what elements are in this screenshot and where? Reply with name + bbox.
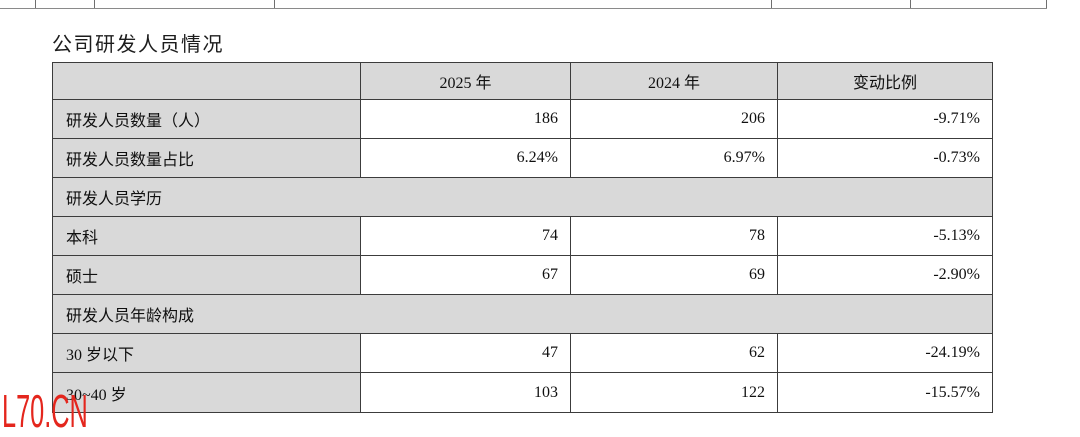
header-blank-cell xyxy=(52,62,361,100)
header-change-cell: 变动比例 xyxy=(777,62,993,100)
value-2024-cell: 78 xyxy=(570,216,778,256)
section-header-cell: 研发人员年龄构成 xyxy=(52,294,993,334)
value-2024-cell: 69 xyxy=(570,255,778,295)
change-ratio-cell: -24.19% xyxy=(777,333,993,373)
value-2025-cell: 6.24% xyxy=(360,138,571,178)
value-2025-cell: 74 xyxy=(360,216,571,256)
value-2024-cell: 122 xyxy=(570,372,778,413)
change-ratio-cell: -5.13% xyxy=(777,216,993,256)
value-2025-cell: 67 xyxy=(360,255,571,295)
value-2025-cell: 186 xyxy=(360,99,571,139)
change-ratio-cell: -15.57% xyxy=(777,372,993,413)
change-ratio-cell: -2.90% xyxy=(777,255,993,295)
table-border-remnant-tick xyxy=(94,0,95,8)
value-2025-cell: 103 xyxy=(360,372,571,413)
row-label-cell: 30~40 岁 xyxy=(52,372,361,413)
table-row: 30 岁以下 47 62 -24.19% xyxy=(52,333,993,373)
row-label-cell: 本科 xyxy=(52,216,361,256)
row-label-cell: 研发人员数量（人） xyxy=(52,99,361,139)
row-label-cell: 硕士 xyxy=(52,255,361,295)
section-title: 公司研发人员情况 xyxy=(52,34,224,56)
table-border-remnant-tick xyxy=(274,0,275,8)
watermark-text: L70.CN xyxy=(2,385,88,437)
table-row: 研发人员数量占比 6.24% 6.97% -0.73% xyxy=(52,138,993,178)
table-border-remnant-tick xyxy=(910,0,911,8)
section-header-row: 研发人员学历 xyxy=(52,177,993,217)
change-ratio-cell: -0.73% xyxy=(777,138,993,178)
rd-personnel-table: 2025 年 2024 年 变动比例 研发人员数量（人） 186 206 -9.… xyxy=(52,62,993,413)
table-row: 研发人员数量（人） 186 206 -9.71% xyxy=(52,99,993,139)
table-row: 30~40 岁 103 122 -15.57% xyxy=(52,372,993,413)
table-border-remnant-line xyxy=(0,8,1047,9)
value-2024-cell: 6.97% xyxy=(570,138,778,178)
section-header-row: 研发人员年龄构成 xyxy=(52,294,993,334)
table-border-remnant-tick xyxy=(35,0,36,8)
value-2024-cell: 206 xyxy=(570,99,778,139)
value-2025-cell: 47 xyxy=(360,333,571,373)
header-2024-cell: 2024 年 xyxy=(570,62,778,100)
value-2024-cell: 62 xyxy=(570,333,778,373)
table-border-remnant-tick xyxy=(1046,0,1047,8)
row-label-cell: 研发人员数量占比 xyxy=(52,138,361,178)
row-label-cell: 30 岁以下 xyxy=(52,333,361,373)
table-header-row: 2025 年 2024 年 变动比例 xyxy=(52,62,993,100)
section-header-cell: 研发人员学历 xyxy=(52,177,993,217)
header-2025-cell: 2025 年 xyxy=(360,62,571,100)
table-border-remnant-tick xyxy=(771,0,772,8)
change-ratio-cell: -9.71% xyxy=(777,99,993,139)
table-row: 本科 74 78 -5.13% xyxy=(52,216,993,256)
table-row: 硕士 67 69 -2.90% xyxy=(52,255,993,295)
